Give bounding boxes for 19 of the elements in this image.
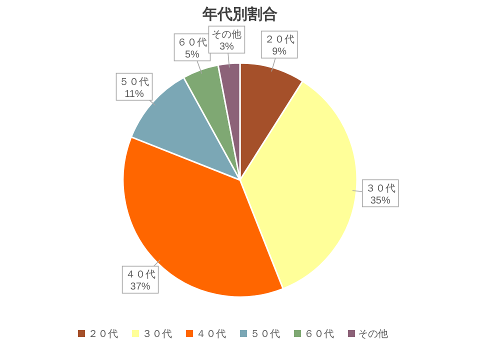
data-label: 35% xyxy=(370,195,390,206)
legend-label: ６０代 xyxy=(304,329,334,340)
slice-label: その他 xyxy=(212,28,242,41)
legend-label: その他 xyxy=(358,328,388,340)
data-label: 3% xyxy=(220,42,234,53)
slice-label: ５０代 xyxy=(119,76,150,88)
chart-title: 年代別割合 xyxy=(202,6,278,23)
legend-label: ２０代 xyxy=(88,329,118,340)
legend-label: ５０代 xyxy=(250,329,280,340)
data-label: 37% xyxy=(130,282,150,293)
legend-label: ４０代 xyxy=(196,329,226,340)
slice-label: ４０代 xyxy=(125,270,156,281)
slice-label: ２０代 xyxy=(264,34,294,46)
legend-label: ３０代 xyxy=(142,329,172,340)
data-label: 11% xyxy=(124,88,144,100)
data-label: 5% xyxy=(185,49,200,60)
data-label: 9% xyxy=(272,46,287,58)
slice-label: ３０代 xyxy=(365,183,396,194)
slice-label: ６０代 xyxy=(177,37,208,48)
